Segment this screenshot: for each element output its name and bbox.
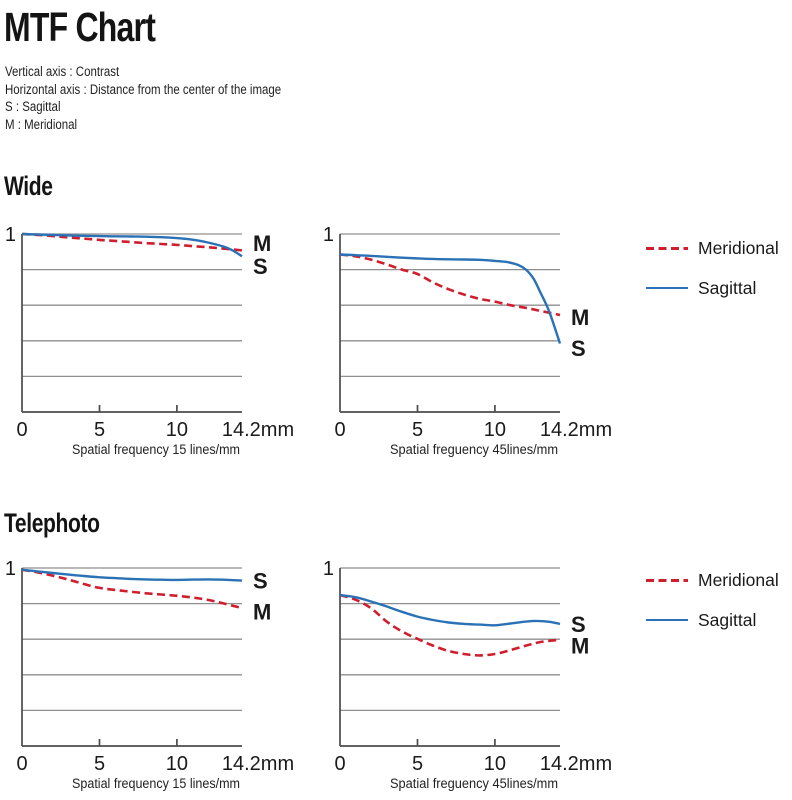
legend-telephoto: Meridional Sagittal [646, 569, 792, 649]
chart-svg: 0 5 10 14.2mm 1 MS Spatial frequency 15 lines/… [5, 224, 294, 457]
legend-item-sagittal: Sagittal [646, 277, 792, 299]
legend-label-sagittal: Sagittal [698, 609, 757, 630]
x-tick-label: 5 [412, 419, 423, 441]
x-tick-label: 10 [166, 753, 188, 775]
curve-end-label-s: S [571, 612, 586, 637]
section-heading-wide: Wide [4, 171, 53, 201]
sagittal-solid-line-sample [646, 286, 688, 290]
chart-wide-15lines: 0 5 10 14.2mm 1 M S Spatial frequency 15 lines/… [0, 218, 300, 468]
chart-caption: Spatial freguency 45lines/mm [390, 442, 558, 457]
curve-meridional [339, 253, 561, 317]
chart-telephoto-15lines: 0 5 10 14.2mm 1 M S Spatial frequency 15 lines/… [0, 552, 300, 800]
chart-caption: Spatial freguency 45lines/mm [390, 776, 558, 791]
curve-end-label-s: S [253, 569, 268, 594]
chart-caption: Spatial frequency 15 lines/mm [72, 776, 240, 791]
y-axis-top-label: 1 [323, 558, 334, 580]
legend-item-meridional: Meridional [646, 237, 792, 259]
y-axis-top-label: 1 [5, 558, 16, 580]
x-tick-label: 5 [94, 753, 105, 775]
legend-wide: Meridional Sagittal [646, 237, 792, 317]
legend-label-meridional: Meridional [698, 569, 779, 590]
axis-notes: Vertical axis : Contrast Horizontal axis… [5, 63, 330, 133]
curve-meridional [21, 568, 243, 610]
legend-item-sagittal: Sagittal [646, 609, 792, 631]
x-tick-label: 10 [484, 753, 506, 775]
curve-sagittal [339, 253, 562, 344]
legend-label-meridional: Meridional [698, 237, 779, 258]
note-sagittal: S : Sagittal [5, 99, 61, 114]
curve-sagittal [339, 593, 561, 627]
x-tick-label: 14.2mm [540, 419, 612, 441]
x-tick-label: 14.2mm [222, 753, 294, 775]
chart-svg: 0 5 10 14.2mm 1 MS Spatial freguency 45lines/m… [323, 558, 612, 791]
y-axis-top-label: 1 [5, 224, 16, 246]
note-vertical-axis: Vertical axis : Contrast [5, 64, 120, 79]
x-tick-label: 0 [334, 419, 345, 441]
chart-svg: 0 5 10 14.2mm 1 MS Spatial freguency 45lines/m… [323, 224, 612, 457]
curve-sagittal [21, 568, 243, 582]
x-tick-label: 14.2mm [222, 419, 294, 441]
curve-end-label-s: S [571, 336, 586, 361]
legend-item-meridional: Meridional [646, 569, 792, 591]
curve-meridional [21, 232, 243, 252]
x-tick-label: 0 [16, 419, 27, 441]
x-tick-label: 0 [334, 753, 345, 775]
page-title: MTF Chart [4, 4, 156, 50]
section-heading-telephoto: Telephoto [4, 508, 100, 538]
meridional-dashed-line-sample [646, 246, 688, 250]
curve-end-label-m: M [253, 231, 271, 256]
curve-end-label-m: M [571, 305, 589, 330]
curve-end-label-m: M [253, 600, 271, 625]
chart-wide-45lines: 0 5 10 14.2mm 1 M S Spatial freguency 45lines/m… [318, 218, 618, 468]
x-tick-label: 5 [94, 419, 105, 441]
curve-end-label-s: S [253, 254, 268, 279]
meridional-dashed-line-sample [646, 578, 688, 582]
chart-caption: Spatial frequency 15 lines/mm [72, 442, 240, 457]
x-tick-label: 0 [16, 753, 27, 775]
x-tick-label: 14.2mm [540, 753, 612, 775]
x-tick-label: 5 [412, 753, 423, 775]
legend-label-sagittal: Sagittal [698, 277, 757, 298]
curve-meridional [339, 593, 561, 657]
x-tick-label: 10 [166, 419, 188, 441]
y-axis-top-label: 1 [323, 224, 334, 246]
chart-svg: 0 5 10 14.2mm 1 MS Spatial frequency 15 lines/… [5, 558, 294, 791]
curve-sagittal [21, 232, 243, 258]
note-horizontal-axis: Horizontal axis : Distance from the cent… [5, 81, 282, 97]
sagittal-solid-line-sample [646, 618, 688, 622]
x-tick-label: 10 [484, 419, 506, 441]
note-meridional: M : Meridional [5, 116, 78, 132]
chart-telephoto-45lines: 0 5 10 14.2mm 1 M S Spatial freguency 45lines/m… [318, 552, 618, 800]
curve-end-label-m: M [571, 633, 589, 658]
